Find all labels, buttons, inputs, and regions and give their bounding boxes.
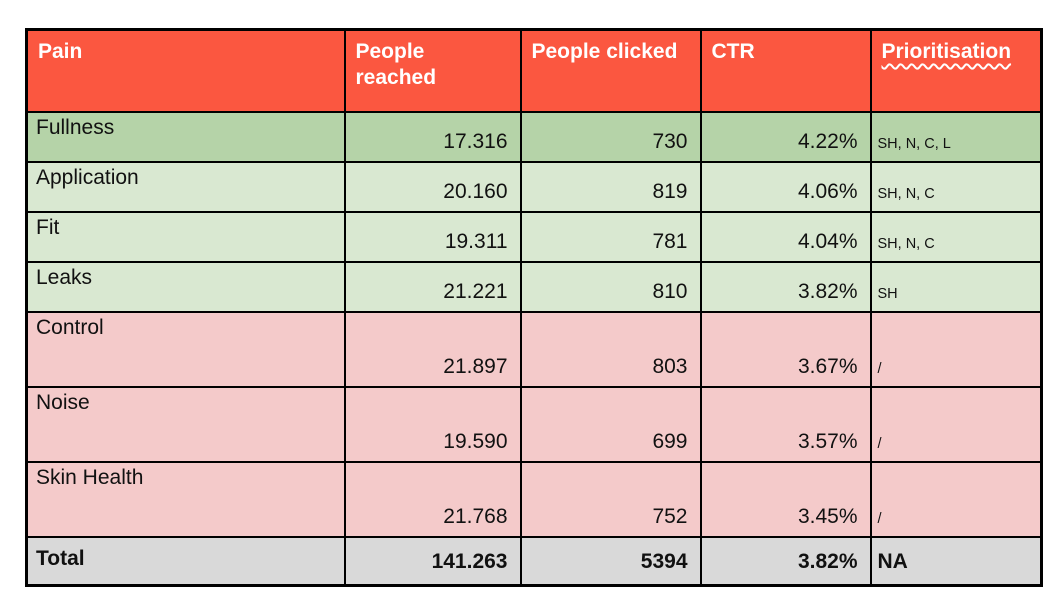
table-row-fit: Fit 19.311 781 4.04% SH, N, C [25,210,1043,263]
clicked-cell: 699 [519,385,702,463]
header-ctr: CTR [699,28,872,113]
header-people-reached: People reached [343,28,522,113]
table-row-total: Total 141.263 5394 3.82% NA [25,535,1043,587]
pain-cell: Control [25,310,346,388]
reached-cell: 20.160 [343,160,522,213]
ctr-cell: 4.04% [699,210,872,263]
header-people-clicked: People clicked [519,28,702,113]
reached-cell: 21.897 [343,310,522,388]
clicked-cell: 781 [519,210,702,263]
reached-cell: 21.221 [343,260,522,313]
reached-cell: 17.316 [343,110,522,163]
pain-cell: Fullness [25,110,346,163]
pain-cell: Skin Health [25,460,346,538]
prioritisation-cell: SH, N, C [869,160,1043,213]
reached-cell: 19.311 [343,210,522,263]
reached-cell: 19.590 [343,385,522,463]
total-reached-cell: 141.263 [343,535,522,587]
prioritisation-cell: / [869,310,1043,388]
prioritisation-cell: SH [869,260,1043,313]
table-row-leaks: Leaks 21.221 810 3.82% SH [25,260,1043,313]
clicked-cell: 819 [519,160,702,213]
table-body: Fullness 17.316 730 4.22% SH, N, C, L Ap… [25,110,1043,587]
prioritisation-cell: SH, N, C [869,210,1043,263]
ctr-cell: 3.67% [699,310,872,388]
total-clicked-cell: 5394 [519,535,702,587]
clicked-cell: 810 [519,260,702,313]
spellcheck-squiggle-text: Prioritisation [881,40,1012,63]
prioritisation-cell: / [869,385,1043,463]
ctr-cell: 4.06% [699,160,872,213]
prioritisation-cell: / [869,460,1043,538]
ctr-cell: 3.82% [699,260,872,313]
header-pain: Pain [25,28,346,113]
reached-cell: 21.768 [343,460,522,538]
total-prioritisation-cell: NA [869,535,1043,587]
header-row: Pain People reached People clicked CTR P… [25,28,1043,113]
table-header: Pain People reached People clicked CTR P… [25,28,1043,113]
table-row-noise: Noise 19.590 699 3.57% / [25,385,1043,463]
ctr-cell: 3.57% [699,385,872,463]
clicked-cell: 752 [519,460,702,538]
pain-cell: Fit [25,210,346,263]
table-row-skin-health: Skin Health 21.768 752 3.45% / [25,460,1043,538]
table-row-application: Application 20.160 819 4.06% SH, N, C [25,160,1043,213]
pain-cell: Application [25,160,346,213]
pain-cell: Leaks [25,260,346,313]
pain-performance-table-container: Pain People reached People clicked CTR P… [25,28,1043,587]
total-ctr-cell: 3.82% [699,535,872,587]
ctr-cell: 4.22% [699,110,872,163]
ctr-cell: 3.45% [699,460,872,538]
table-row-fullness: Fullness 17.316 730 4.22% SH, N, C, L [25,110,1043,163]
pain-cell: Noise [25,385,346,463]
pain-performance-table: Pain People reached People clicked CTR P… [25,28,1043,587]
prioritisation-cell: SH, N, C, L [869,110,1043,163]
table-row-control: Control 21.897 803 3.67% / [25,310,1043,388]
header-prioritisation: Prioritisation [869,28,1043,113]
total-label-cell: Total [25,535,346,587]
clicked-cell: 803 [519,310,702,388]
clicked-cell: 730 [519,110,702,163]
